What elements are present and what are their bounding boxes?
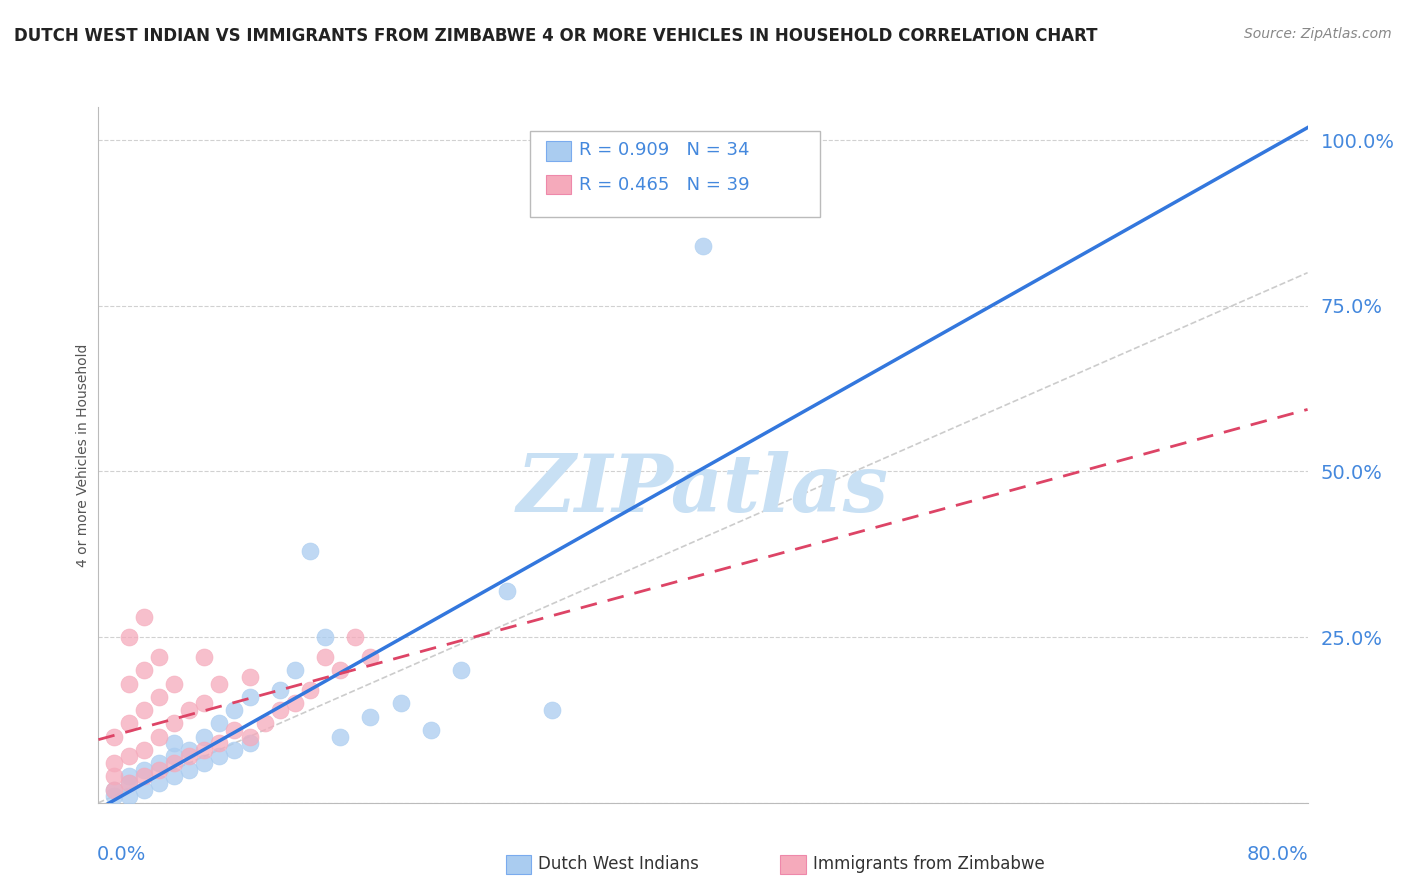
Point (148, 763, 170, 777)
Point (299, 544, 322, 558)
Point (177, 763, 201, 777)
Point (450, 663, 472, 677)
Point (208, 716, 231, 731)
Point (224, 743, 246, 757)
Point (193, 650, 215, 665)
Point (148, 756, 170, 770)
Text: Immigrants from Zimbabwe: Immigrants from Zimbabwe (813, 855, 1045, 873)
Point (163, 736, 186, 750)
Point (132, 663, 155, 677)
Text: DUTCH WEST INDIAN VS IMMIGRANTS FROM ZIMBABWE 4 OR MORE VEHICLES IN HOUSEHOLD CO: DUTCH WEST INDIAN VS IMMIGRANTS FROM ZIM… (14, 27, 1098, 45)
Point (118, 776, 141, 790)
Text: R = 0.465   N = 39: R = 0.465 N = 39 (579, 176, 749, 194)
Point (118, 776, 141, 790)
Point (103, 789, 125, 804)
Point (389, 697, 412, 711)
Point (118, 749, 141, 764)
Point (163, 676, 186, 690)
Y-axis label: 4 or more Vehicles in Household: 4 or more Vehicles in Household (76, 343, 90, 566)
Point (239, 736, 262, 750)
Point (132, 763, 155, 777)
Point (239, 690, 262, 704)
Point (360, 650, 382, 665)
Point (103, 782, 125, 797)
Point (269, 683, 291, 698)
Point (193, 730, 215, 744)
Point (419, 723, 441, 737)
Text: Source: ZipAtlas.com: Source: ZipAtlas.com (1244, 27, 1392, 41)
Point (148, 730, 170, 744)
Point (360, 709, 382, 723)
Point (132, 703, 155, 717)
Point (314, 650, 336, 665)
Point (132, 769, 155, 783)
Point (163, 716, 186, 731)
Text: ZIPatlas: ZIPatlas (517, 451, 889, 528)
Point (132, 610, 155, 624)
Point (118, 789, 141, 804)
Point (239, 670, 262, 684)
Point (148, 650, 170, 665)
Text: 80.0%: 80.0% (1247, 845, 1309, 863)
Point (239, 730, 262, 744)
Point (253, 716, 276, 731)
Point (284, 697, 307, 711)
Point (208, 676, 231, 690)
Point (163, 769, 186, 783)
Text: R = 0.909   N = 34: R = 0.909 N = 34 (579, 141, 749, 159)
Point (329, 663, 352, 677)
Point (103, 782, 125, 797)
Point (118, 676, 141, 690)
Point (208, 736, 231, 750)
Point (163, 749, 186, 764)
Point (314, 630, 336, 644)
Point (193, 697, 215, 711)
Point (163, 756, 186, 770)
Point (118, 716, 141, 731)
Point (224, 723, 246, 737)
Point (284, 663, 307, 677)
Point (118, 630, 141, 644)
Point (299, 683, 322, 698)
Point (329, 730, 352, 744)
Point (177, 749, 201, 764)
Point (118, 769, 141, 783)
Point (495, 583, 517, 598)
Point (132, 743, 155, 757)
Point (344, 630, 367, 644)
Point (148, 690, 170, 704)
Point (540, 703, 562, 717)
Point (193, 756, 215, 770)
Point (193, 743, 215, 757)
Point (103, 730, 125, 744)
Point (269, 703, 291, 717)
Text: Dutch West Indians: Dutch West Indians (538, 855, 699, 873)
Point (177, 703, 201, 717)
Point (177, 743, 201, 757)
Point (224, 703, 246, 717)
Point (692, 239, 714, 253)
Point (208, 749, 231, 764)
Point (132, 782, 155, 797)
Point (103, 769, 125, 783)
Text: 0.0%: 0.0% (97, 845, 146, 863)
Point (103, 756, 125, 770)
Point (148, 776, 170, 790)
